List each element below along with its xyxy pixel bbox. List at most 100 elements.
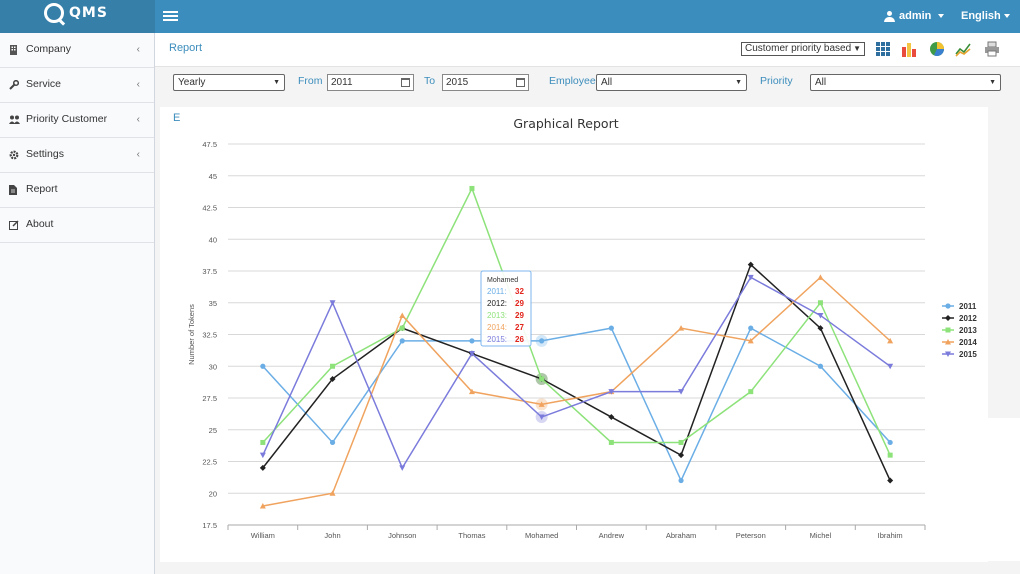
data-point <box>817 300 823 306</box>
y-tick-label: 32.5 <box>202 331 217 340</box>
logo-area[interactable]: QMS <box>0 0 155 33</box>
data-point <box>399 465 406 471</box>
chevron-left-icon: ‹ <box>136 149 140 160</box>
wrench-icon <box>9 79 20 90</box>
y-tick-label: 37.5 <box>202 267 217 276</box>
calendar-icon[interactable] <box>401 78 410 87</box>
chart-title: Graphical Report <box>513 116 618 131</box>
series-line-2015 <box>262 276 891 470</box>
legend-marker <box>945 303 951 309</box>
tooltip-value: 29 <box>515 299 524 308</box>
data-point <box>329 439 336 446</box>
sidebar: Company ‹ Service ‹ Priority Customer ‹ … <box>0 33 155 574</box>
tooltip-series-label: 2011: <box>487 287 506 296</box>
y-tick-label: 20 <box>209 489 217 498</box>
data-point <box>748 325 754 331</box>
sidebar-item-report[interactable]: Report <box>0 173 154 208</box>
user-name: admin <box>899 10 932 22</box>
chevron-down-icon <box>1003 14 1010 19</box>
data-point <box>330 363 336 369</box>
legend-label: 2011 <box>959 302 977 311</box>
data-point <box>259 464 266 471</box>
to-date-value: 2015 <box>446 77 469 88</box>
x-tick-label: Andrew <box>599 531 625 540</box>
priority-value: All <box>815 77 827 88</box>
tooltip-box <box>480 270 532 347</box>
data-point <box>399 312 406 318</box>
period-select[interactable]: Yearly ▼ <box>173 74 285 91</box>
pie-chart-icon[interactable] <box>929 41 945 57</box>
data-point <box>539 376 545 382</box>
y-tick-label: 35 <box>209 299 217 308</box>
sidebar-item-label: Priority Customer <box>26 113 108 125</box>
sidebar-item-about[interactable]: About <box>0 208 154 243</box>
filter-bar: Yearly ▼ From 2011 To 2015 Employee All ▼ … <box>155 68 1020 104</box>
top-navbar: QMS admin English <box>0 0 1020 33</box>
legend-label: 2015 <box>959 350 977 359</box>
line-chart: Graphical Report 17.5 20 22.5 25 27.5 30 32.5 35… <box>187 116 977 540</box>
sidebar-item-settings[interactable]: Settings ‹ <box>0 138 154 173</box>
employee-select[interactable]: All ▼ <box>596 74 747 91</box>
sidebar-item-label: Settings <box>26 148 64 160</box>
menu-toggle-icon[interactable] <box>163 11 178 22</box>
data-point <box>678 452 685 459</box>
data-point <box>887 477 894 484</box>
data-point <box>468 388 475 395</box>
y-tick-label: 47.5 <box>202 140 217 149</box>
series-line-2014 <box>262 276 891 507</box>
legend-label: 2014 <box>959 338 977 347</box>
sidebar-item-label: Report <box>26 183 58 195</box>
x-tick-label: Michel <box>810 531 832 540</box>
data-point <box>538 401 545 407</box>
data-point <box>887 439 893 446</box>
chevron-down-icon: ▼ <box>273 79 280 86</box>
x-tick-label: Ibrahim <box>878 531 903 540</box>
data-point <box>747 261 754 268</box>
grid-icon[interactable] <box>875 41 891 57</box>
data-point <box>329 375 336 382</box>
tooltip-series-label: 2012: <box>487 299 507 308</box>
data-point <box>260 363 266 369</box>
x-tick-label: Thomas <box>458 531 485 540</box>
y-tick-label: 17.5 <box>202 521 217 530</box>
data-point <box>887 337 894 344</box>
data-point <box>747 337 754 344</box>
data-point <box>469 338 475 344</box>
legend-label: 2013 <box>959 326 977 335</box>
building-icon <box>9 45 18 55</box>
logo-text: QMS <box>69 5 108 21</box>
tooltip-series-label: 2013: <box>487 311 507 320</box>
data-point <box>817 312 824 319</box>
data-point <box>608 414 615 421</box>
chevron-down-icon: ▼ <box>735 79 742 86</box>
y-tick-label: 45 <box>209 172 217 181</box>
legend-label: 2012 <box>959 314 977 323</box>
data-point <box>817 325 824 332</box>
y-axis-label: Number of Tokens <box>187 304 196 365</box>
sidebar-item-priority-customer[interactable]: Priority Customer ‹ <box>0 103 154 138</box>
qms-logo[interactable]: QMS <box>44 3 108 23</box>
language-label: English <box>961 10 1001 22</box>
sidebar-item-company[interactable]: Company ‹ <box>0 33 154 68</box>
report-type-select[interactable]: Customer priority based ▼ <box>741 42 865 56</box>
export-link-stub[interactable]: E <box>173 112 181 124</box>
priority-select[interactable]: All ▼ <box>810 74 1001 91</box>
chevron-left-icon: ‹ <box>136 44 140 55</box>
chevron-down-icon: ▼ <box>853 44 861 53</box>
x-tick-label: John <box>324 531 340 540</box>
to-date-input[interactable]: 2015 <box>442 74 529 91</box>
user-icon <box>884 10 895 22</box>
edit-icon <box>9 220 19 230</box>
print-icon[interactable] <box>984 41 1000 57</box>
calendar-icon[interactable] <box>516 78 525 87</box>
line-chart-icon[interactable] <box>955 41 971 57</box>
user-menu[interactable]: admin <box>884 10 945 22</box>
from-date-input[interactable]: 2011 <box>327 74 414 91</box>
from-label: From <box>298 75 323 87</box>
chevron-left-icon: ‹ <box>136 79 140 90</box>
sidebar-item-service[interactable]: Service ‹ <box>0 68 154 103</box>
bar-chart-icon[interactable] <box>901 41 917 57</box>
data-point <box>608 389 615 395</box>
language-menu[interactable]: English <box>961 10 1010 22</box>
data-point <box>468 351 475 357</box>
